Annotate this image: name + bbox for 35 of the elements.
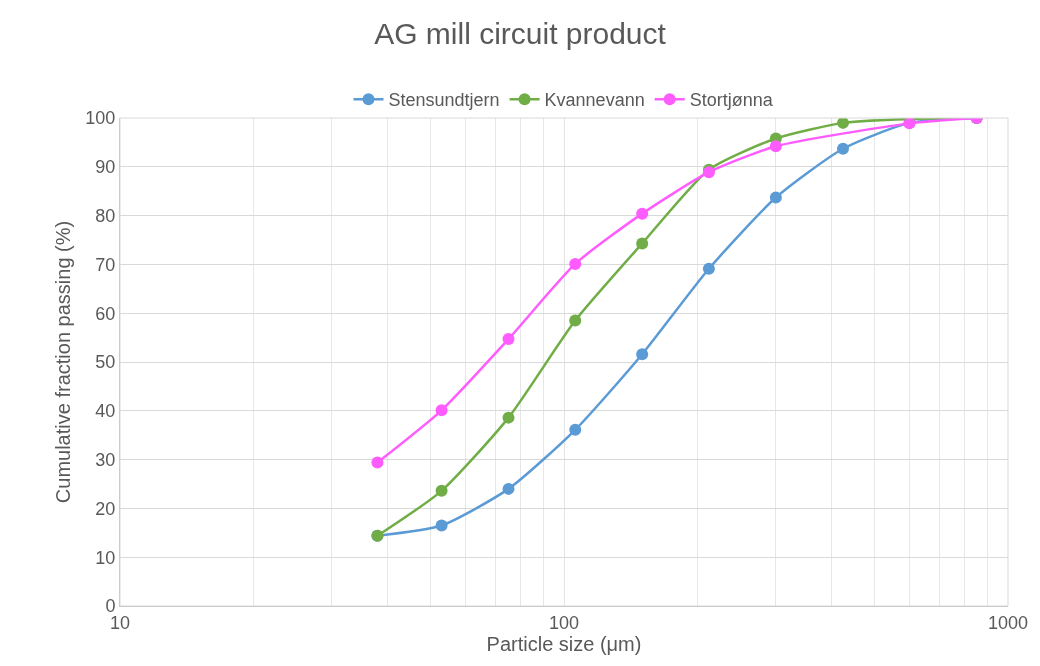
y-tick-label: 60: [95, 303, 116, 324]
y-tick-label: 50: [95, 352, 116, 373]
point: [435, 484, 448, 497]
point: [769, 191, 782, 204]
y-tick-label: 30: [95, 449, 116, 470]
y-tick-label: 20: [95, 498, 116, 519]
point: [435, 519, 448, 532]
legend-label: Kvannevann: [544, 90, 645, 111]
point: [569, 257, 582, 270]
y-axis-title: Cumulative fraction passing (%): [52, 220, 74, 504]
point: [502, 411, 515, 424]
point: [837, 142, 849, 155]
point: [569, 314, 582, 327]
legend-label: Stortjønna: [689, 90, 774, 111]
y-tick-label: 80: [95, 205, 116, 226]
x-axis-title: Particle size (μm): [486, 632, 642, 655]
point: [636, 237, 649, 250]
x-tick-label: 1000: [987, 612, 1029, 633]
y-tick-label: 100: [85, 108, 116, 129]
x-tick-label: 100: [548, 612, 580, 633]
point: [769, 140, 782, 153]
y-tick-label: 90: [95, 157, 116, 178]
legend-label: Stensundtjern: [388, 90, 500, 111]
y-tick-label: 40: [95, 401, 116, 422]
point: [636, 207, 649, 220]
point: [569, 423, 582, 436]
point: [502, 482, 515, 495]
point: [837, 118, 849, 129]
point: [636, 348, 649, 361]
point: [435, 404, 448, 417]
point: [502, 333, 515, 346]
chart-title: AG mill circuit product: [374, 17, 667, 51]
y-tick-label: 70: [95, 254, 116, 275]
y-tick-label: 10: [95, 547, 116, 568]
point: [702, 262, 715, 275]
